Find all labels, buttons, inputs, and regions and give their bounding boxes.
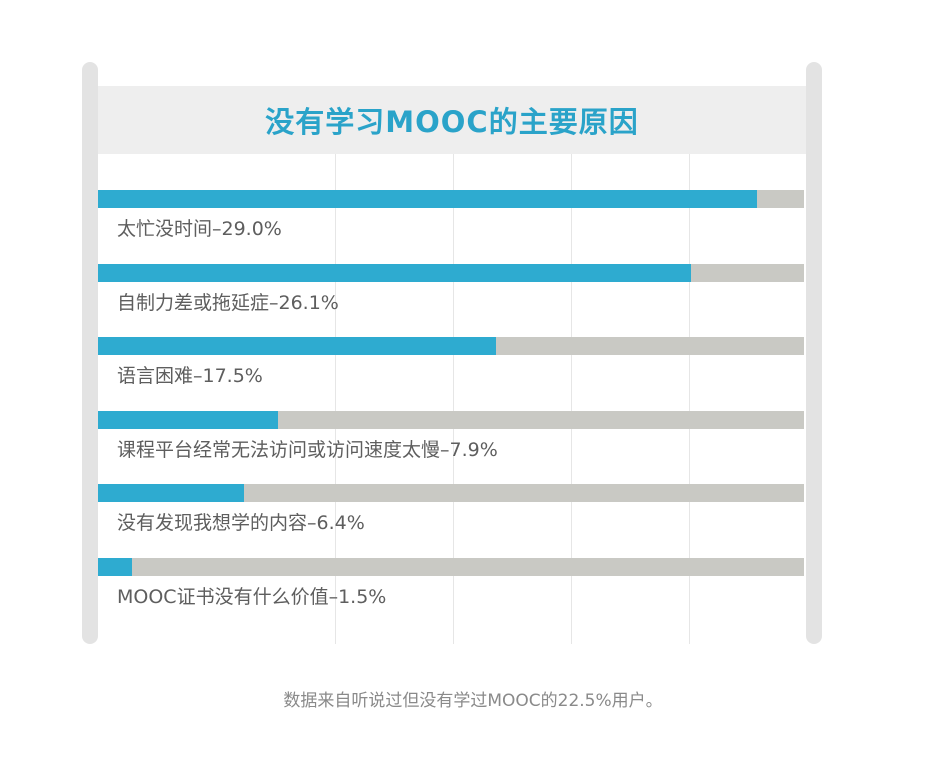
bar-label: 语言困难–17.5%	[117, 365, 263, 387]
bar-label: 没有发现我想学的内容–6.4%	[117, 512, 365, 534]
frame-right-post	[806, 62, 822, 644]
data-source-note: 数据来自听说过但没有学过MOOC的22.5%用户。	[283, 691, 663, 711]
bar-track	[98, 484, 804, 502]
bar	[98, 337, 496, 355]
bar-track	[98, 264, 804, 282]
bar-label: MOOC证书没有什么价值–1.5%	[117, 586, 387, 608]
bar-label: 太忙没时间–29.0%	[117, 218, 282, 240]
frame-left-post	[82, 62, 98, 644]
gridline	[453, 154, 454, 644]
bar	[98, 411, 278, 429]
chart-title: 没有学习MOOC的主要原因	[265, 105, 639, 139]
bar	[98, 484, 244, 502]
bar	[98, 264, 691, 282]
gridline	[571, 154, 572, 644]
bar	[98, 190, 757, 208]
gridline	[689, 154, 690, 644]
bar-label: 课程平台经常无法访问或访问速度太慢–7.9%	[117, 439, 498, 461]
bar	[98, 558, 132, 576]
bar-track	[98, 190, 804, 208]
bar-track	[98, 558, 804, 576]
bar-label: 自制力差或拖延症–26.1%	[117, 292, 339, 314]
bar-track	[98, 337, 804, 355]
gridline	[335, 154, 336, 644]
title-band: 没有学习MOOC的主要原因	[98, 86, 806, 154]
bar-track	[98, 411, 804, 429]
